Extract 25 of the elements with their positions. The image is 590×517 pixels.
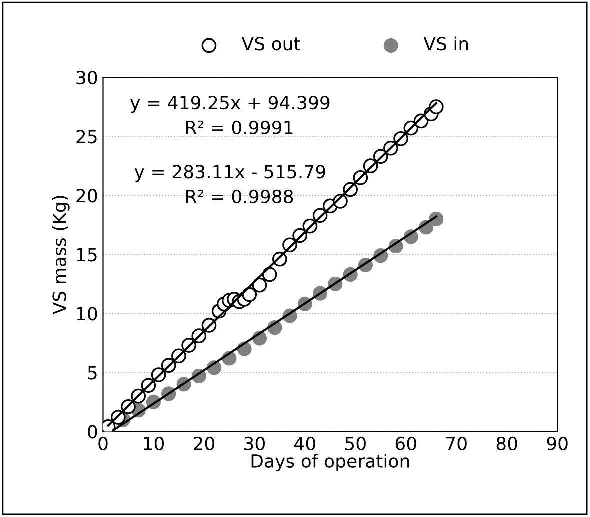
x-tick-label: 0 [98,436,108,451]
x-tick-label: 10 [144,436,164,451]
legend-label: VS out [242,37,300,51]
y-axis-title: VS mass (Kg) [52,196,70,315]
x-tick-label: 40 [294,436,316,451]
x-tick-label: 60 [396,436,416,451]
annotation: y = 283.11x - 515.79 [134,165,326,182]
annotation: y = 419.25x + 94.399 [130,96,330,114]
y-tick-label: 0 [88,425,98,439]
annotation: R² = 0.9991 [186,120,293,134]
x-tick-label: 70 [446,436,467,451]
x-axis-title: Days of operation [252,454,410,472]
y-tick-label: 10 [77,307,98,321]
legend-label: VS in [424,36,468,51]
y-tick-label: 20 [76,189,98,203]
x-tick-label: 30 [244,436,265,451]
annotation: R² = 0.9988 [186,190,294,204]
y-tick-label: 5 [88,366,97,380]
x-tick-label: 50 [346,436,366,451]
y-tick-label: 30 [76,71,98,85]
y-tick-label: 25 [76,130,97,144]
x-tick-label: 90 [547,436,568,451]
y-tick-label: 15 [77,248,97,262]
x-tick-label: 80 [496,436,518,451]
x-tick-label: 20 [194,436,214,451]
